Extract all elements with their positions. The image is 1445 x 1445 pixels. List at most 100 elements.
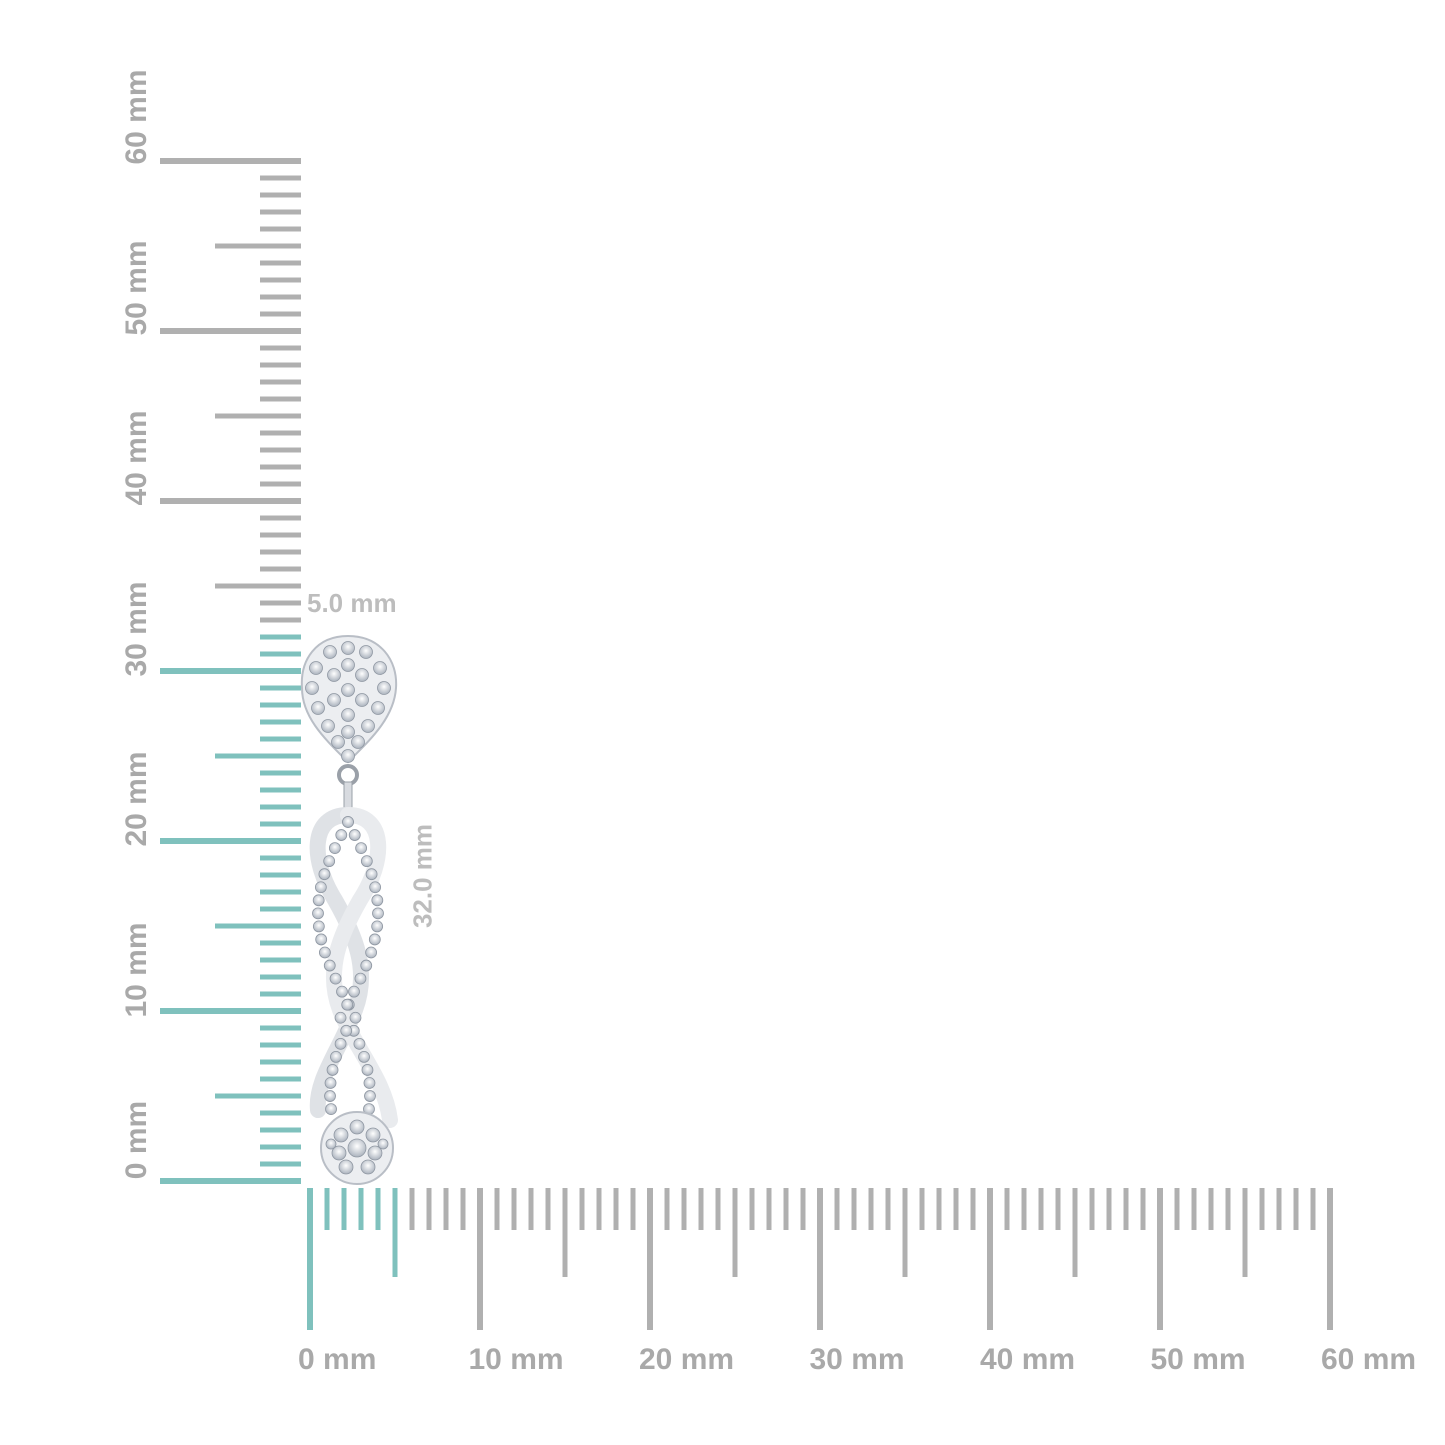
diamond-stone [315,933,328,946]
horizontal-tick-label: 60 mm [1321,1343,1417,1376]
diamond-stone [305,681,319,695]
diamond-stone [341,683,355,697]
diamond-stone [333,1127,349,1143]
diamond-stone [364,1090,376,1102]
diamond-stone [348,829,361,841]
diamond-stone [341,749,355,763]
horizontal-tick-label: 0 mm [298,1343,377,1376]
diamond-stone [325,1138,337,1150]
horizontal-tick-label: 40 mm [980,1343,1076,1376]
diamond-stone [355,668,369,682]
vertical-ruler [160,158,301,1184]
vertical-tick-label: 50 mm [120,239,153,336]
pave-stones-top [305,641,391,763]
vertical-tick-label: 30 mm [120,580,153,677]
diamond-stone [355,693,369,707]
diamond-stone [365,946,378,959]
diamond-stone [354,972,367,985]
diamond-stone [334,1011,347,1024]
pave-stones-cluster [325,1119,389,1175]
diamond-stone [334,1037,347,1050]
diamond-stone [309,661,323,675]
diamond-stone [349,1011,362,1024]
earring-image [300,634,398,1185]
horizontal-tick-label: 30 mm [809,1343,905,1376]
diamond-stone [348,985,360,998]
diamond-stone [359,645,373,659]
diamond-stone [363,1077,376,1089]
diamond-stone [327,693,341,707]
diamond-stone [360,1159,376,1175]
diamond-stone [371,701,385,715]
diamond-stone [371,920,384,933]
width-dimension-label: 5.0 mm [307,588,397,618]
diamond-stone [358,1051,370,1063]
diamond-stone [361,1064,374,1076]
diamond-stone [372,907,384,920]
diamond-stone [365,1127,381,1143]
diamond-stone [341,641,355,655]
diamond-stone [347,1138,367,1158]
diamond-stone [341,998,354,1011]
diamond-stone [371,894,384,907]
height-dimension-label: 32.0 mm [407,823,438,929]
diamond-stone [341,708,355,722]
diamond-stone [324,1090,336,1102]
vertical-tick-label: 60 mm [120,69,153,165]
pave-stones-twist [312,816,384,1115]
diamond-stone [312,920,325,933]
diamond-stone [365,868,378,881]
diamond-stone [312,894,325,907]
diamond-stone [318,946,331,959]
diamond-stone [326,1064,339,1076]
diamond-stone [342,816,354,828]
horizontal-tick-label: 10 mm [468,1343,564,1376]
diamond-stone [323,855,336,868]
horizontal-tick-label: 20 mm [639,1343,735,1376]
diamond-stone [321,719,335,733]
vertical-tick-label: 10 mm [120,921,153,1018]
vertical-tick-label: 20 mm [120,751,153,847]
diamond-stone [324,1077,337,1089]
twist-strand-a [309,807,370,1118]
diamond-stone [368,933,381,946]
diamond-stone [312,907,324,920]
diamond-stone [349,1119,365,1135]
diamond-stone [331,735,345,749]
diamond-stone [314,881,327,894]
diamond-stone [377,1138,389,1150]
diamond-stone [355,842,368,854]
vertical-tick-label: 0 mm [120,1100,153,1180]
diamond-stone [336,985,348,998]
diamond-stone [377,681,391,695]
diamond-stone [367,1145,383,1161]
bail-ring [337,764,359,786]
diamond-stone [369,881,382,894]
diamond-stone [325,1103,337,1115]
diamond-stone [351,735,365,749]
diamond-stone [330,1051,342,1063]
horizontal-tick-label: 50 mm [1150,1343,1246,1376]
diamond-stone [361,719,375,733]
diamond-stone [338,1159,354,1175]
diamond-stone [329,972,342,985]
diamond-stone [318,868,331,881]
diamond-stone [335,829,348,841]
diamond-stone [311,701,325,715]
teardrop-top [300,634,398,764]
diamond-stone [328,842,341,854]
diamond-stone [331,1145,347,1161]
diamond-stone [323,959,336,972]
diamond-stone [323,645,337,659]
vertical-tick-label: 40 mm [120,410,153,506]
diamond-stone [373,661,387,675]
horizontal-ruler [307,1188,1333,1330]
diamond-stone [341,725,355,739]
diamond-stone [360,855,373,868]
diamond-stone [327,668,341,682]
diamond-stone [360,959,373,972]
diamond-stone [353,1037,366,1050]
diamond-stone [340,1024,353,1037]
diamond-stone [341,658,355,672]
